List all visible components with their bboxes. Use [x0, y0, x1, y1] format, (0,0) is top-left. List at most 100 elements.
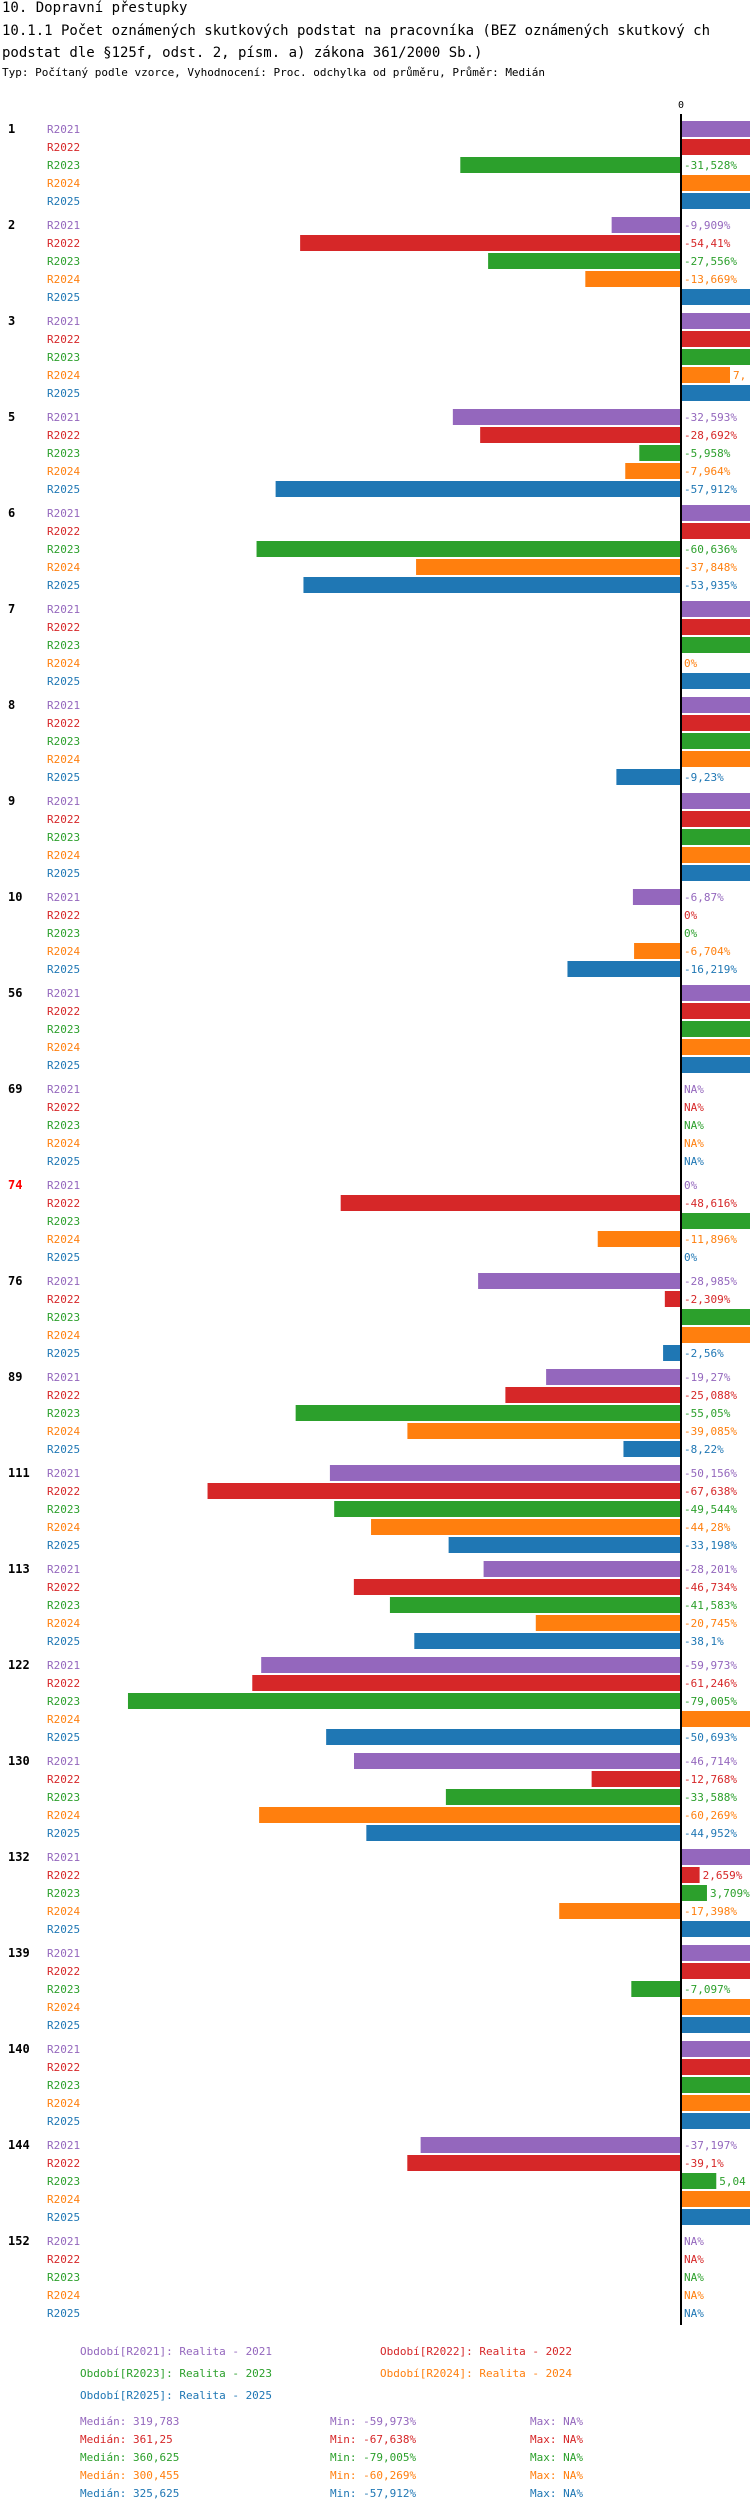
series-label: R2021 [47, 2235, 80, 2248]
group-label: 76 [8, 1274, 22, 1288]
data-label: -59,973% [684, 1659, 737, 1672]
bar [681, 2041, 750, 2057]
data-label: -28,692% [684, 429, 737, 442]
bar [559, 1903, 681, 1919]
series-label: R2023 [47, 639, 80, 652]
bar [681, 1711, 750, 1727]
bar [681, 1057, 750, 1073]
data-label: -25,088% [684, 1389, 737, 1402]
data-label: 3,709% [710, 1887, 750, 1900]
series-label: R2025 [47, 195, 80, 208]
group-label: 5 [8, 410, 15, 424]
series-label: R2022 [47, 1773, 80, 1786]
bar [681, 1885, 707, 1901]
series-label: R2025 [47, 2211, 80, 2224]
data-label: -28,985% [684, 1275, 737, 1288]
bar [616, 769, 681, 785]
bar [681, 1867, 700, 1883]
series-label: R2025 [47, 771, 80, 784]
stat-max: Max: NA% [530, 2451, 583, 2464]
series-label: R2021 [47, 795, 80, 808]
series-label: R2025 [47, 2019, 80, 2032]
bar [681, 331, 750, 347]
data-label: 0% [684, 657, 698, 670]
series-label: R2022 [47, 1869, 80, 1882]
bar [681, 2017, 750, 2033]
data-label: -12,768% [684, 1773, 737, 1786]
series-label: R2024 [47, 561, 80, 574]
chart-title: 10.1.1 Počet oznámených skutkových podst… [2, 23, 711, 61]
bar [681, 175, 750, 191]
data-label: NA% [684, 1137, 704, 1150]
group-label: 56 [8, 986, 22, 1000]
data-label: -39,1% [684, 2157, 724, 2170]
series-label: R2023 [47, 2271, 80, 2284]
bar [681, 1921, 750, 1937]
bar [681, 637, 750, 653]
series-label: R2022 [47, 237, 80, 250]
data-label: -32,593% [684, 411, 737, 424]
bar [681, 1999, 750, 2015]
data-label: -44,28% [684, 1521, 731, 1534]
series-label: R2023 [47, 831, 80, 844]
group-label: 9 [8, 794, 15, 808]
series-label: R2024 [47, 2193, 80, 2206]
bar [681, 313, 750, 329]
bar [681, 2191, 750, 2207]
series-label: R2021 [47, 1755, 80, 1768]
series-label: R2021 [47, 1659, 80, 1672]
bar [681, 1849, 750, 1865]
series-label: R2023 [47, 351, 80, 364]
series-label: R2022 [47, 333, 80, 346]
data-label: -13,669% [684, 273, 737, 286]
data-label: -61,246% [684, 1677, 737, 1690]
bar [681, 751, 750, 767]
group-label: 152 [8, 2234, 30, 2248]
series-label: R2022 [47, 621, 80, 634]
data-label: NA% [684, 1101, 704, 1114]
bar [681, 1003, 750, 1019]
zero-axis-label: 0 [678, 100, 684, 111]
series-label: R2021 [47, 891, 80, 904]
series-label: R2021 [47, 411, 80, 424]
series-label: R2023 [47, 927, 80, 940]
series-label: R2021 [47, 1083, 80, 1096]
series-label: R2022 [47, 1197, 80, 1210]
legend-entry: Období[R2024]: Realita - 2024 [380, 2367, 572, 2380]
data-label: -60,269% [684, 1809, 737, 1822]
data-label: -2,56% [684, 1347, 724, 1360]
bar [681, 847, 750, 863]
bar [371, 1519, 681, 1535]
stat-min: Min: -79,005% [330, 2451, 416, 2464]
bar [681, 2209, 750, 2225]
series-label: R2023 [47, 543, 80, 556]
bar [452, 409, 681, 425]
series-label: R2022 [47, 2157, 80, 2170]
series-label: R2024 [47, 273, 80, 286]
bar [414, 1633, 681, 1649]
stat-min: Min: -59,973% [330, 2415, 416, 2428]
data-label: NA% [684, 2253, 704, 2266]
data-label: -37,197% [684, 2139, 737, 2152]
series-label: R2025 [47, 1251, 80, 1264]
series-label: R2024 [47, 2097, 80, 2110]
data-label: -54,41% [684, 237, 731, 250]
legend-entry: Období[R2022]: Realita - 2022 [380, 2345, 572, 2358]
bar [681, 2059, 750, 2075]
series-label: R2024 [47, 1041, 80, 1054]
series-label: R2025 [47, 387, 80, 400]
series-label: R2021 [47, 1179, 80, 1192]
series-label: R2024 [47, 1425, 80, 1438]
series-label: R2023 [47, 1599, 80, 1612]
bar [420, 2137, 681, 2153]
data-label: -17,398% [684, 1905, 737, 1918]
group-label: 7 [8, 602, 15, 616]
series-label: R2025 [47, 1923, 80, 1936]
data-label: 0% [684, 1251, 698, 1264]
bar [407, 2155, 681, 2171]
series-label: R2023 [47, 255, 80, 268]
series-label: R2021 [47, 219, 80, 232]
series-label: R2024 [47, 657, 80, 670]
series-label: R2024 [47, 849, 80, 862]
bar [127, 1693, 682, 1709]
